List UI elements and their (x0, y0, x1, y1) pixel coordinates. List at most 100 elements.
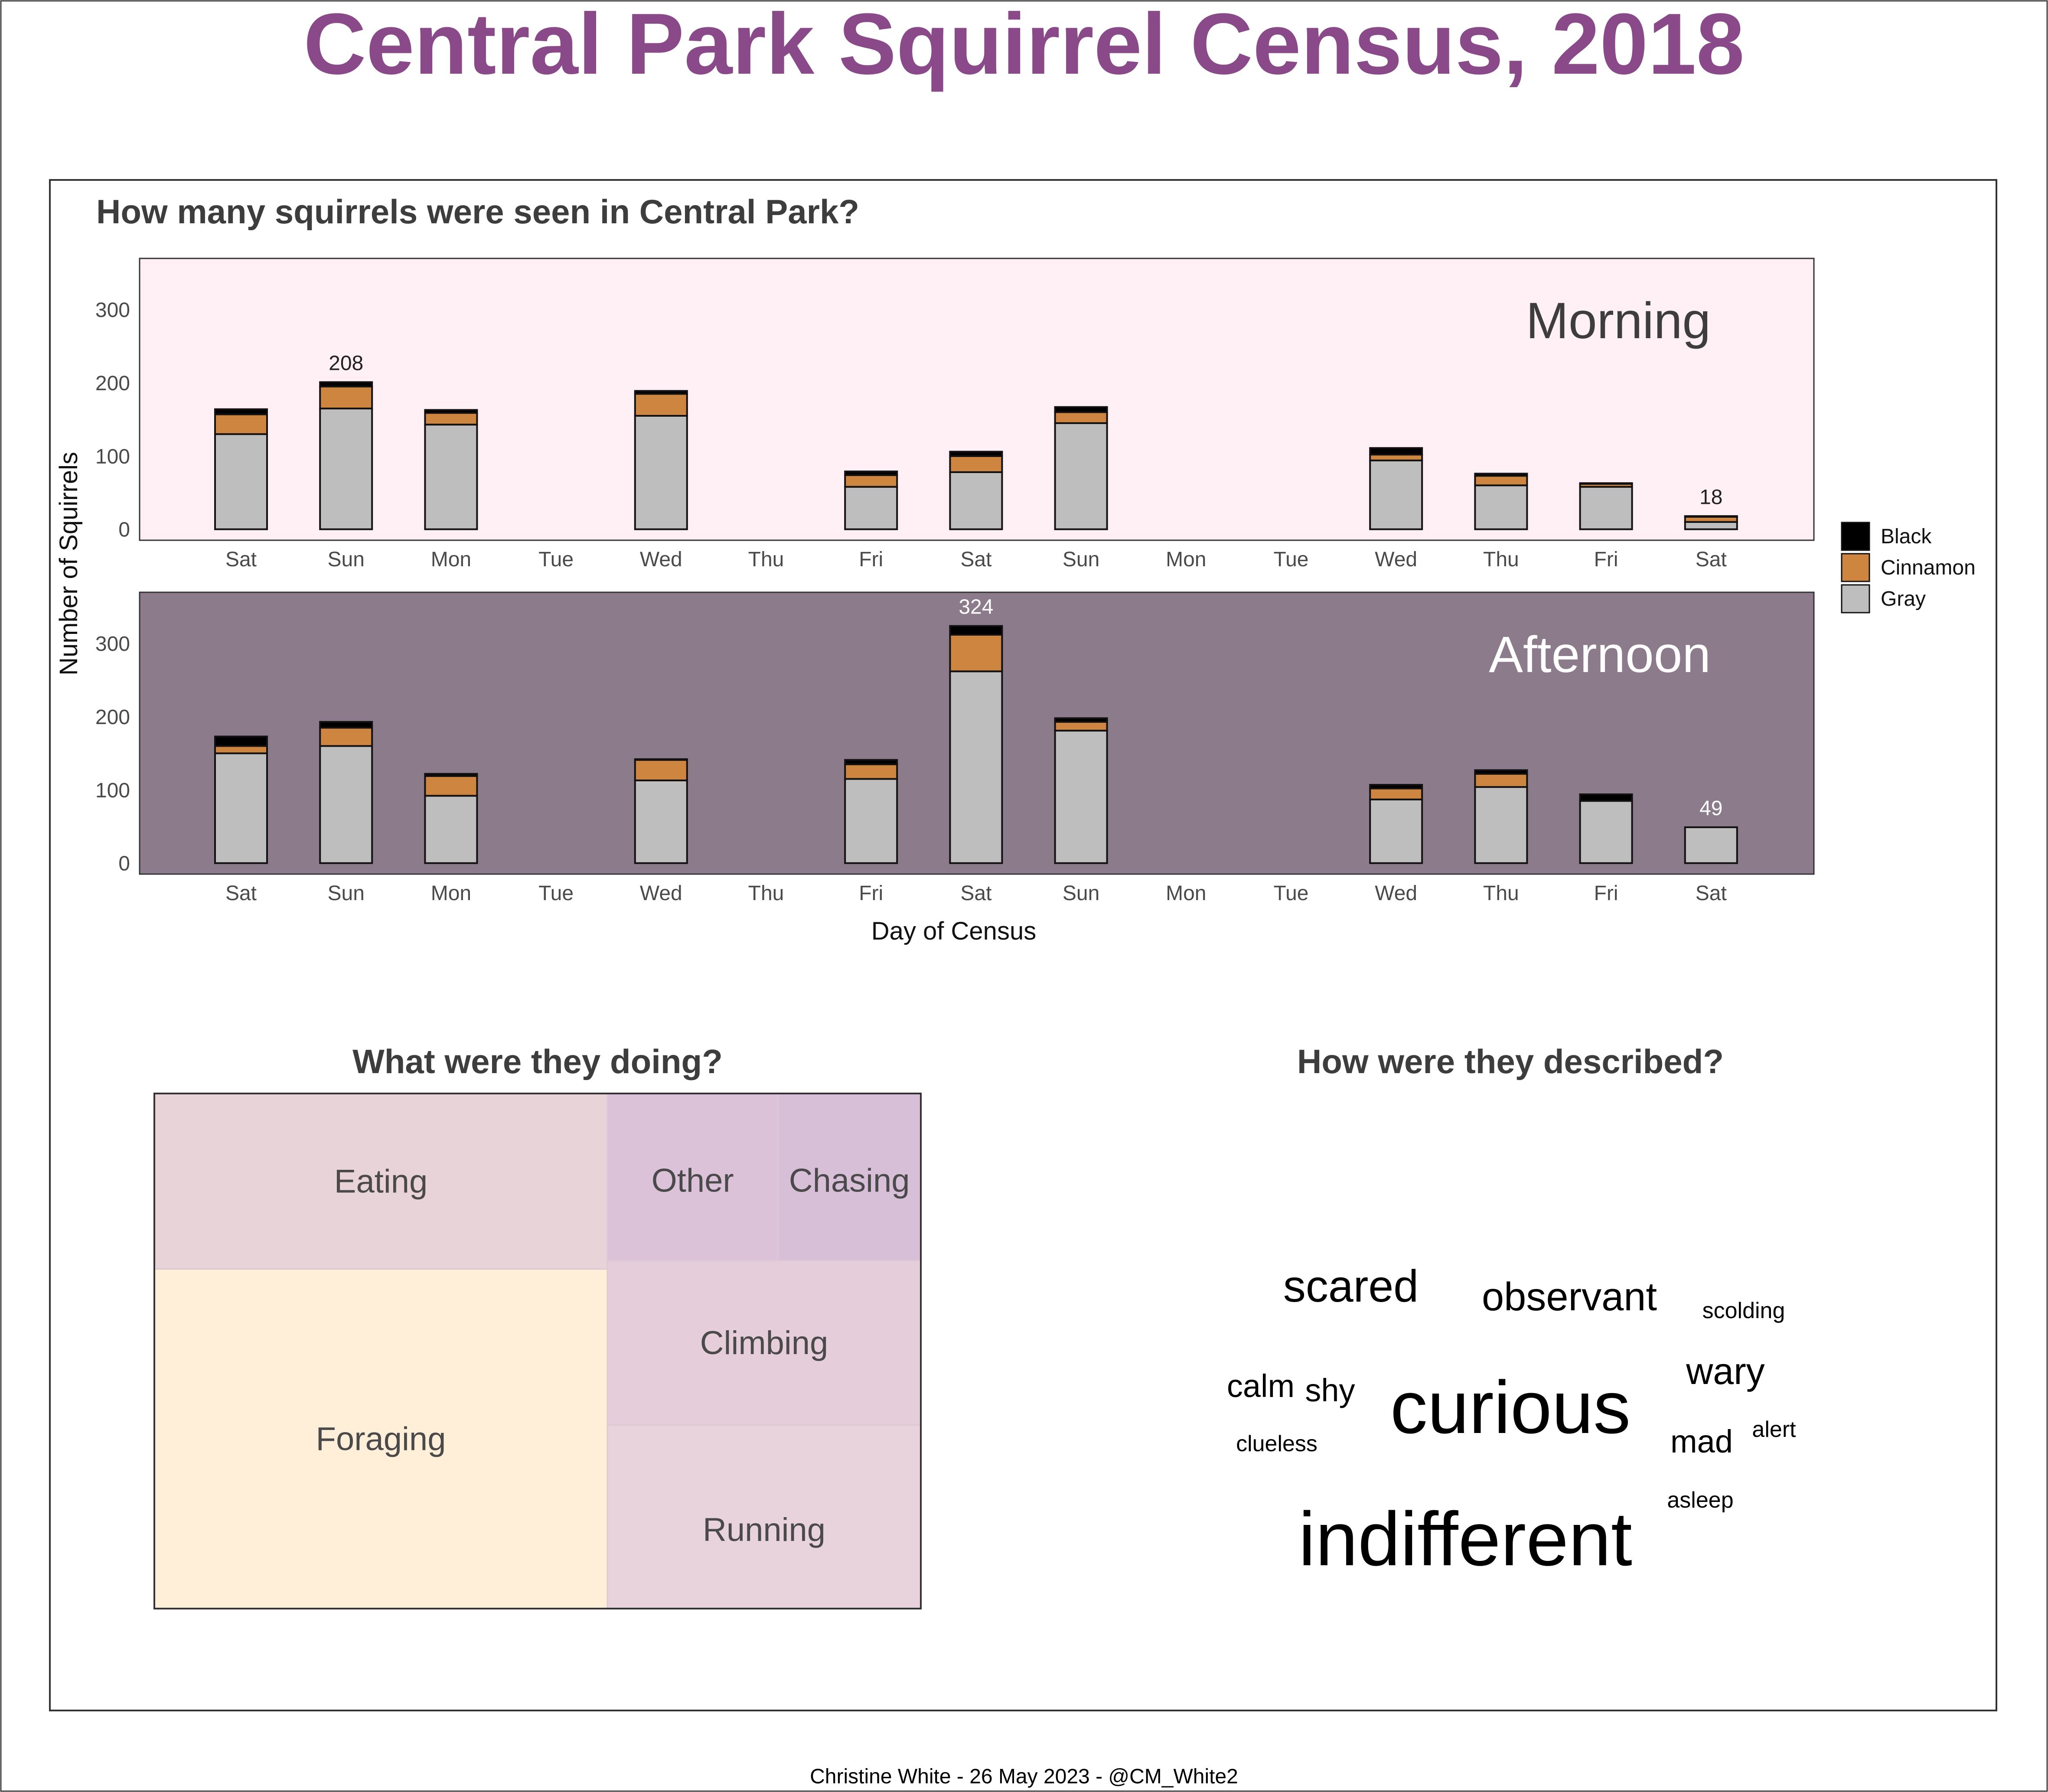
bar-cinnamon-segment (634, 393, 688, 417)
facet-label: Afternoon (1489, 626, 1711, 683)
facet-afternoon: Afternoon 0 100 200 300 Sat Sun Mon Tue Wed Thu Fri… (95, 591, 1815, 905)
bar-black-segment (214, 735, 268, 747)
x-tick-label: Sun (327, 548, 364, 571)
bar-gray-segment (1474, 484, 1528, 530)
data-label: 18 (1699, 486, 1722, 509)
bar-gray-segment (844, 778, 898, 864)
bar-black-segment (1474, 769, 1528, 775)
x-axis-title: Day of Census (871, 917, 1036, 945)
bar-black-segment (214, 408, 268, 415)
treemap-label-eating: Eating (334, 1163, 428, 1200)
treemap-tile-foraging (153, 1268, 608, 1609)
bar-cinnamon-segment (844, 474, 898, 488)
bar-cinnamon-segment (1054, 721, 1108, 732)
legend-label: Cinnamon (1881, 556, 1976, 579)
y-tick-label: 0 (118, 519, 130, 542)
bar-black-segment (319, 721, 373, 729)
cloud-word-calm: calm (1227, 1368, 1295, 1404)
legend-key-cinnamon (1841, 553, 1870, 582)
treemap-tile-eating (153, 1093, 608, 1270)
y-tick-label: 300 (95, 299, 130, 322)
facet-morning: Morning 0 100 200 300 Sat Sun Mon Tue Wed Thu Fri Sa… (95, 258, 1815, 571)
bar-black-segment (1474, 473, 1528, 477)
x-tick-label: Wed (640, 882, 682, 905)
bar-gray-segment (1579, 800, 1633, 864)
bar-black-segment (949, 450, 1003, 457)
x-tick-label: Sat (960, 882, 991, 905)
x-tick-label: Sat (225, 882, 257, 905)
treemap-label-other: Other (652, 1162, 734, 1199)
x-tick-label: Fri (859, 548, 883, 571)
cloud-word-scolding: scolding (1702, 1298, 1785, 1323)
cloud-word-indifferent: indifferent (1298, 1497, 1632, 1582)
bar-black-segment (949, 625, 1003, 636)
bar-gray-segment (214, 752, 268, 864)
bar-black-segment (844, 470, 898, 476)
bar-gray-segment (949, 670, 1003, 864)
treemap-tile-climbing (607, 1260, 922, 1426)
cloud-word-scared: scared (1283, 1261, 1419, 1312)
treemap-tile-other (607, 1093, 779, 1261)
x-tick-label: Tue (1274, 548, 1309, 571)
bar-black-segment (1369, 784, 1423, 790)
treemap-label-chasing: Chasing (789, 1162, 910, 1199)
x-tick-label: Mon (1166, 548, 1206, 571)
bar-gray-segment (1579, 486, 1633, 530)
data-label: 49 (1699, 797, 1722, 820)
caption: Christine White - 26 May 2023 - @CM_Whit… (810, 1765, 1238, 1788)
bar-gray-segment (844, 486, 898, 530)
bar-cinnamon-segment (949, 455, 1003, 473)
x-tick-label: Wed (1375, 882, 1417, 905)
x-tick-label: Sat (1696, 882, 1727, 905)
bar-gray-segment (1054, 422, 1108, 530)
cloud-word-shy: shy (1305, 1372, 1355, 1408)
treemap-tile-chasing (777, 1093, 922, 1261)
y-axis-title: Number of Squirrels (55, 452, 83, 676)
cloud-word-mad: mad (1670, 1423, 1733, 1459)
bar-cinnamon-segment (634, 759, 688, 781)
treemap-label-climbing: Climbing (700, 1325, 828, 1361)
bar-cinnamon-segment (1474, 773, 1528, 788)
y-tick-label: 0 (118, 852, 130, 875)
cloud-word-wary: wary (1686, 1351, 1765, 1392)
wordcloud: indifferent curious scared observant wary cal… (1227, 1261, 1796, 1582)
bar-cinnamon-segment (1474, 475, 1528, 486)
bar-gray-segment (1684, 826, 1738, 864)
y-tick-label: 100 (95, 779, 130, 802)
bar-cinnamon-segment (424, 775, 478, 797)
facet-label: Morning (1526, 292, 1711, 349)
bar-gray-segment (1369, 459, 1423, 530)
bar-gray-segment (634, 779, 688, 864)
data-label: 324 (959, 596, 993, 619)
legend-key-gray (1841, 584, 1870, 614)
bar-chart-title: How many squirrels were seen in Central … (96, 193, 859, 231)
legend: Black Cinnamon Gray (1841, 522, 1976, 614)
y-tick-label: 100 (95, 445, 130, 468)
x-tick-label: Wed (1375, 548, 1417, 571)
bar-gray-segment (1369, 798, 1423, 864)
bar-black-segment (1579, 793, 1633, 802)
bar-cinnamon-segment (319, 727, 373, 747)
bar-cinnamon-segment (1369, 787, 1423, 800)
content-panel (49, 179, 1997, 1711)
wordcloud-title: How were they described? (1297, 1042, 1724, 1080)
x-tick-label: Sun (1063, 882, 1099, 905)
x-tick-label: Thu (1483, 548, 1519, 571)
bar-cinnamon-segment (319, 385, 373, 410)
x-tick-label: Fri (1594, 882, 1618, 905)
cloud-word-asleep: asleep (1667, 1488, 1733, 1513)
cloud-word-curious: curious (1390, 1366, 1631, 1449)
bar-gray-segment (634, 415, 688, 530)
bar-black-segment (424, 773, 478, 777)
bar-cinnamon-segment (424, 412, 478, 426)
bar-black-segment (634, 390, 688, 395)
bar-gray-segment (1054, 730, 1108, 864)
bar-gray-segment (1474, 786, 1528, 864)
legend-key-black (1841, 522, 1870, 551)
x-tick-label: Fri (859, 882, 883, 905)
treemap-label-running: Running (703, 1511, 825, 1548)
bar-chart: Morning 0 100 200 300 Sat Sun Mon Tue Wed Thu Fri Sa… (95, 258, 1815, 905)
data-label: 208 (329, 352, 363, 375)
